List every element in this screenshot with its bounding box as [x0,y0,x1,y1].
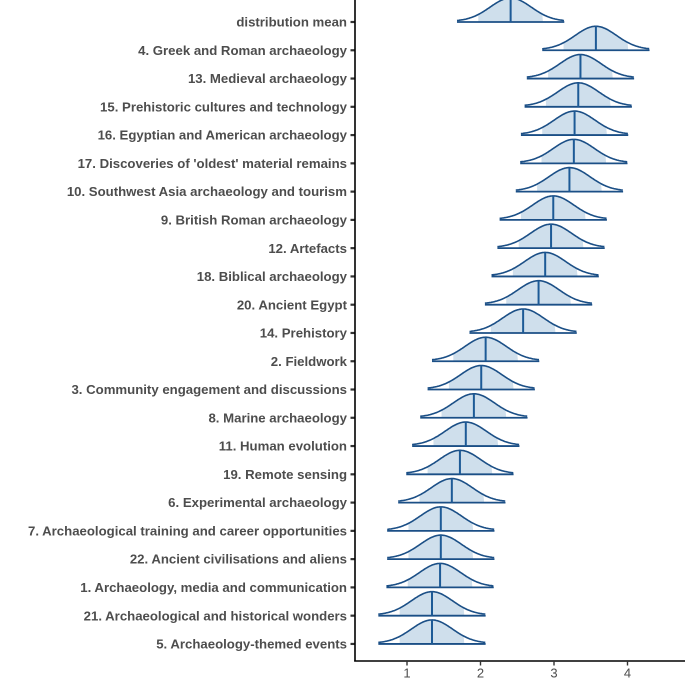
density-curve [524,82,632,107]
y-axis-label: 16. Egyptian and American archaeology [98,128,348,143]
y-axis-label: 5. Archaeology-themed events [156,637,347,652]
ridge-row [491,251,599,278]
y-axis-label: 14. Prehistory [260,326,348,341]
y-axis-label: 11. Human evolution [219,439,347,454]
density-curve [387,534,495,559]
ridge-row [420,393,528,419]
ridge-row [497,223,605,250]
ridge-row [406,449,514,476]
x-tick-label: 1 [403,666,410,681]
ridge-row [386,562,494,589]
y-axis-label: 10. Southwest Asia archaeology and touri… [67,184,347,199]
ridge-row [411,421,520,447]
y-axis-label: 6. Experimental archaeology [168,495,348,510]
ridge-row [542,25,650,52]
ridge-row [524,82,632,108]
y-axis-label: 12. Artefacts [268,241,347,256]
y-axis-label: 3. Community engagement and discussions [71,382,347,397]
density-curve [427,364,535,389]
density-curve [491,251,599,276]
y-axis-label: 1. Archaeology, media and communication [80,580,347,595]
x-tick-label: 3 [550,666,557,681]
y-axis-label: 8. Marine archaeology [208,410,347,425]
distribution-ridges [378,0,650,645]
ridge-row [456,0,565,23]
x-tick-label: 2 [477,666,484,681]
y-axis-label: 21. Archaeological and historical wonder… [84,608,347,623]
ridge-row [499,195,607,221]
y-axis-label: 4. Greek and Roman archaeology [138,43,348,58]
ridge-row [431,336,540,363]
ridge-row [387,534,495,561]
ridge-row [378,590,486,617]
ridge-row [398,477,506,504]
ridge-row [520,138,628,165]
density-curve [406,449,514,474]
ridge-row [484,279,593,306]
ridge-row [427,364,535,391]
y-axis-label: 17. Discoveries of 'oldest' material rem… [78,156,347,171]
y-axis-label: 9. British Roman archaeology [161,212,348,227]
x-axis-ticks: 1 2 3 4 [403,661,631,681]
density-curve [456,0,565,22]
ridge-row [378,619,486,645]
y-axis-label: 18. Biblical archaeology [197,269,348,284]
y-axis-label: 19. Remote sensing [223,467,347,482]
y-axis-label: 15. Prehistoric cultures and technology [100,99,348,114]
y-axis-label: 13. Medieval archaeology [188,71,348,86]
y-axis-label: 2. Fieldwork [271,354,348,369]
x-tick-label: 4 [624,666,631,681]
ridge-row [387,506,495,532]
ridge-row [526,53,635,80]
y-axis-labels: distribution mean 4. Greek and Roman arch… [28,15,355,652]
y-axis-label: distribution mean [236,15,347,30]
density-curve [515,166,623,191]
y-axis-label: 20. Ancient Egypt [237,297,348,312]
ridge-row [469,308,577,334]
ridge-row [515,166,624,193]
ridge-row [520,110,629,136]
y-axis-label: 22. Ancient civilisations and aliens [130,552,347,567]
y-axis-label: 7. Archaeological training and career op… [28,523,347,538]
